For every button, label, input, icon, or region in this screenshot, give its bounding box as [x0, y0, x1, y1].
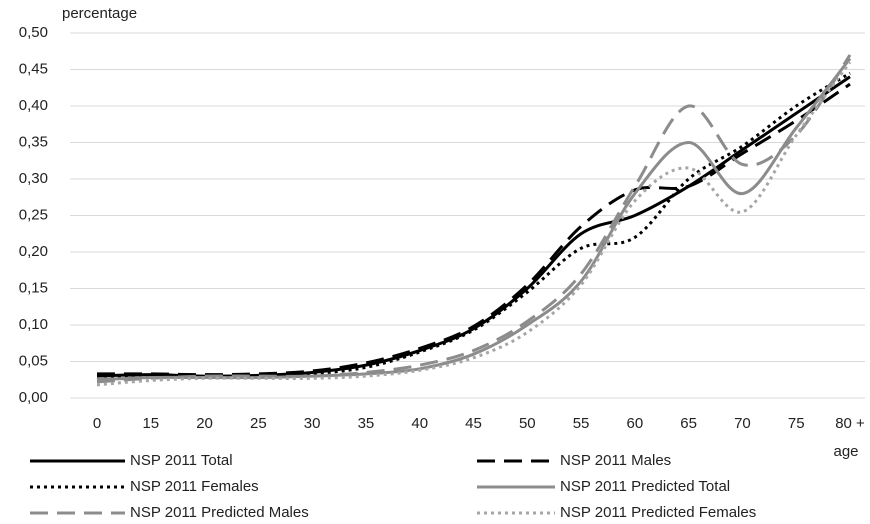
x-tick-label: 65 [680, 415, 697, 432]
legend-label: NSP 2011 Total [130, 452, 233, 469]
y-tick-label: 0,25 [19, 206, 48, 223]
x-tick-label: 25 [250, 415, 267, 432]
legend-label: NSP 2011 Predicted Males [130, 504, 309, 521]
legend-label: NSP 2011 Predicted Total [560, 478, 730, 495]
x-axis-title: age [833, 443, 858, 460]
y-axis-title: percentage [62, 5, 137, 22]
y-tick-label: 0,30 [19, 170, 48, 187]
y-tick-label: 0,20 [19, 243, 48, 260]
y-tick-label: 0,15 [19, 279, 48, 296]
x-tick-label: 60 [627, 415, 644, 432]
x-tick-label: 0 [93, 415, 101, 432]
y-tick-label: 0,50 [19, 24, 48, 41]
x-tick-label: 35 [358, 415, 375, 432]
y-tick-label: 0,10 [19, 316, 48, 333]
y-tick-label: 0,05 [19, 352, 48, 369]
x-tick-label: 15 [142, 415, 159, 432]
y-tick-label: 0,45 [19, 60, 48, 77]
x-tick-label: 55 [573, 415, 590, 432]
legend-label: NSP 2011 Females [130, 478, 259, 495]
y-tick-label: 0,40 [19, 97, 48, 114]
x-tick-label: 45 [465, 415, 482, 432]
series-line [96, 71, 851, 382]
x-tick-label: 70 [734, 415, 751, 432]
y-tick-label: 0,35 [19, 133, 48, 150]
series-line [96, 75, 851, 378]
legend-label: NSP 2011 Males [560, 452, 671, 469]
x-tick-label: 75 [788, 415, 805, 432]
series-line [96, 57, 852, 382]
x-tick-label: 30 [304, 415, 321, 432]
x-tick-label: 80 + [835, 415, 865, 432]
x-tick-label: 50 [519, 415, 536, 432]
series-line [96, 61, 852, 387]
y-tick-label: 0,00 [19, 389, 48, 406]
series-line [96, 54, 852, 384]
series-line [96, 82, 851, 377]
x-tick-label: 20 [196, 415, 213, 432]
x-tick-label: 40 [411, 415, 428, 432]
legend-label: NSP 2011 Predicted Females [560, 504, 756, 521]
